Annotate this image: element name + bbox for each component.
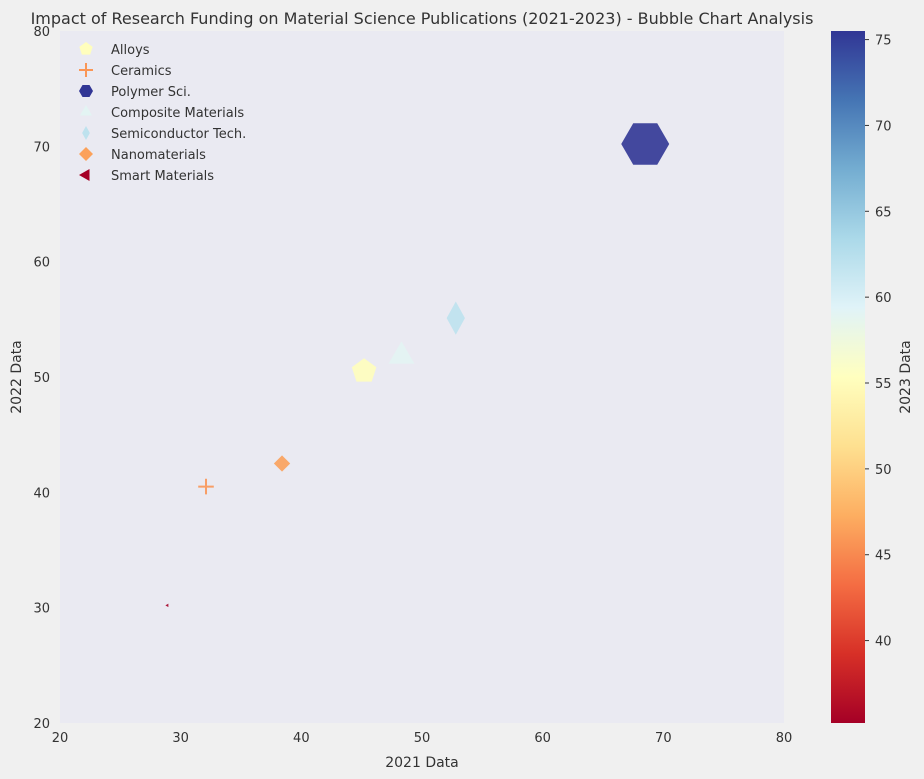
colorbar-tick-label: 45	[875, 549, 892, 564]
y-tick-label: 30	[33, 602, 50, 617]
legend-label: Nanomaterials	[111, 148, 206, 163]
colorbar-tick-label: 65	[875, 205, 892, 220]
y-axis-ticks: 20 30 40 50 60 70 80	[33, 25, 50, 732]
x-axis-ticks: 20 30 40 50 60 70 80	[52, 731, 793, 746]
legend-marker-shape	[79, 147, 93, 161]
legend-marker-shape	[79, 63, 93, 77]
x-tick-label: 60	[534, 731, 551, 746]
data-point	[388, 341, 415, 364]
x-tick-label: 20	[52, 731, 69, 746]
colorbar-tick-label: 55	[875, 377, 892, 392]
legend-label: Semiconductor Tech.	[111, 127, 246, 142]
legend-label: Alloys	[111, 43, 150, 58]
data-point	[165, 603, 169, 608]
colorbar-ticks: 40 45 50 55 60 65 70 75	[865, 34, 892, 650]
colorbar-tick-label: 70	[875, 119, 892, 134]
data-point-marker	[621, 123, 670, 165]
colorbar	[831, 31, 865, 723]
data-point	[198, 478, 214, 495]
colorbar-tick-label: 60	[875, 291, 892, 306]
y-tick-label: 40	[33, 486, 50, 501]
legend-marker	[79, 105, 93, 116]
data-point-marker	[351, 358, 377, 382]
chart-title: Impact of Research Funding on Material S…	[31, 9, 814, 28]
data-point	[351, 358, 377, 382]
legend-label: Ceramics	[111, 64, 172, 79]
colorbar-tick-label: 75	[875, 34, 892, 49]
legend-marker-shape	[79, 168, 90, 182]
y-tick-label: 20	[33, 717, 50, 732]
data-point-marker	[198, 478, 214, 495]
y-axis-label: 2022 Data	[9, 340, 25, 414]
x-axis-label: 2021 Data	[385, 755, 459, 771]
legend-marker-shape	[79, 84, 93, 98]
legend-marker-shape	[79, 105, 93, 116]
y-tick-label: 50	[33, 371, 50, 386]
y-tick-label: 70	[33, 140, 50, 155]
colorbar-tick-label: 40	[875, 635, 892, 650]
legend-marker-shape	[79, 42, 93, 55]
colorbar-label: 2023 Data	[898, 340, 914, 414]
data-point-marker	[273, 455, 291, 472]
legend-label: Smart Materials	[111, 169, 214, 184]
legend-marker	[79, 168, 90, 182]
data-point-marker	[388, 341, 415, 364]
data-point	[621, 123, 670, 165]
legend-marker	[79, 147, 93, 161]
data-point	[273, 455, 291, 472]
legend-marker	[79, 42, 93, 55]
data-point-marker	[165, 603, 169, 608]
x-tick-label: 70	[655, 731, 672, 746]
x-tick-label: 80	[776, 731, 793, 746]
legend-marker	[79, 84, 93, 98]
legend-label: Composite Materials	[111, 106, 244, 121]
x-tick-label: 50	[414, 731, 431, 746]
legend-marker	[79, 63, 93, 77]
x-tick-label: 40	[293, 731, 310, 746]
colorbar-tick-label: 50	[875, 463, 892, 478]
legend-label: Polymer Sci.	[111, 85, 191, 100]
y-tick-label: 80	[33, 25, 50, 40]
y-tick-label: 60	[33, 256, 50, 271]
legend: Alloys Ceramics Polymer Sci. Composite Mate…	[79, 42, 246, 184]
x-tick-label: 30	[172, 731, 189, 746]
